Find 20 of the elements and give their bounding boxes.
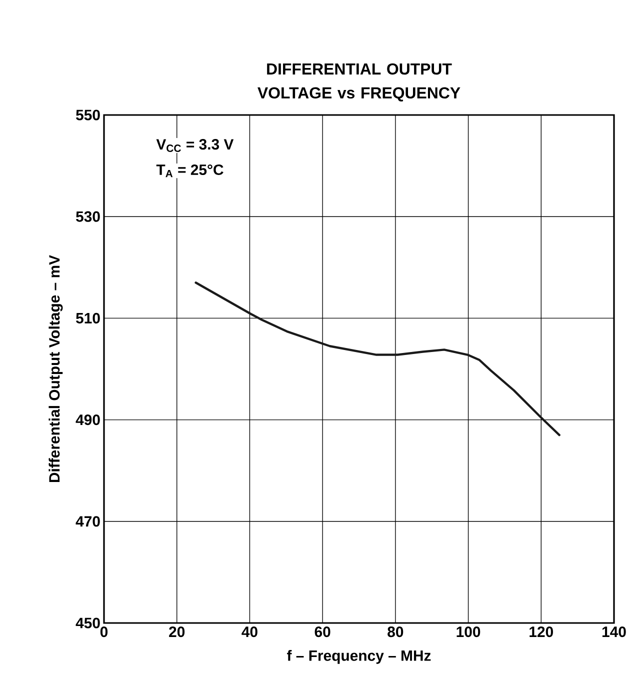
x-tick-label: 100 <box>456 626 480 638</box>
annotation: T$_{A}$ = 25°C <box>156 164 224 178</box>
annotation: V$_{CC}$ = 3.3 V <box>156 139 234 152</box>
y-tick-label: 530 <box>76 211 100 222</box>
y-tick-label: 470 <box>76 516 100 527</box>
x-axis-title: f – Frequency – MHz <box>287 650 431 664</box>
chart-title: DIFFERENTIAL OUTPUT VOLTAGE vs FREQUENCY <box>258 63 460 102</box>
x-tick-label: 0 <box>100 626 108 638</box>
y-tick-label: 510 <box>76 312 100 324</box>
x-tick-label: 80 <box>388 626 404 638</box>
y-tick-label: 550 <box>76 110 100 120</box>
y-axis-title: Differential Output Voltage – mV <box>48 255 63 482</box>
x-tick-label: 120 <box>530 626 553 638</box>
y-tick-label: 490 <box>76 414 100 426</box>
y-tick-label: 450 <box>76 618 100 628</box>
x-tick-label: 40 <box>242 626 258 638</box>
x-tick-label: 140 <box>602 626 626 638</box>
x-tick-label: 20 <box>169 626 185 638</box>
x-tick-label: 60 <box>314 626 330 638</box>
line-series <box>194 282 560 436</box>
